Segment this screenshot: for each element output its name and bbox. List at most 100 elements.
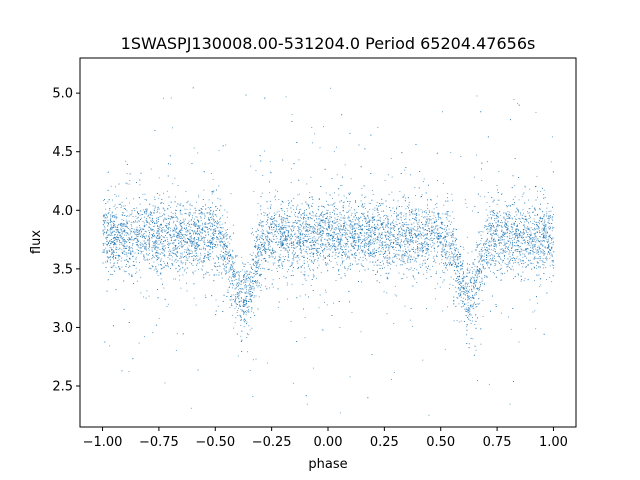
- data-point: [344, 217, 346, 219]
- data-point: [490, 270, 491, 272]
- data-point: [336, 232, 338, 234]
- data-point: [527, 236, 529, 237]
- data-point: [541, 228, 543, 230]
- data-point: [456, 259, 458, 261]
- data-point: [465, 203, 467, 204]
- data-point: [269, 287, 271, 289]
- data-point: [538, 240, 539, 242]
- data-point: [487, 242, 489, 244]
- data-point: [511, 217, 513, 219]
- data-point: [318, 229, 320, 231]
- data-point: [139, 262, 140, 263]
- data-point: [360, 263, 362, 265]
- data-point: [469, 314, 470, 315]
- data-point: [304, 223, 306, 225]
- data-point: [469, 269, 471, 271]
- data-point: [257, 247, 258, 249]
- data-point: [104, 227, 106, 229]
- data-point: [512, 227, 514, 228]
- data-point: [335, 254, 337, 256]
- data-point: [334, 243, 335, 245]
- data-point: [527, 244, 529, 246]
- data-point: [363, 212, 365, 214]
- data-point: [392, 257, 394, 258]
- data-point: [369, 243, 371, 245]
- data-point: [442, 238, 444, 240]
- data-point: [161, 224, 162, 226]
- data-point: [497, 220, 499, 222]
- data-point: [475, 349, 477, 351]
- data-point: [106, 261, 108, 263]
- data-point: [543, 229, 544, 230]
- data-point: [470, 297, 472, 298]
- data-point: [298, 213, 300, 215]
- data-point: [321, 244, 323, 246]
- data-point: [485, 241, 487, 242]
- data-point: [351, 244, 352, 246]
- data-point: [487, 264, 488, 266]
- data-point: [444, 231, 446, 233]
- data-point: [326, 249, 328, 251]
- data-point: [106, 222, 108, 224]
- data-point: [359, 226, 361, 227]
- data-point: [144, 336, 145, 338]
- data-point: [440, 237, 441, 239]
- data-point: [134, 229, 136, 231]
- data-point: [321, 229, 323, 231]
- data-point: [282, 235, 283, 237]
- data-point: [419, 231, 421, 233]
- data-point: [173, 228, 175, 229]
- data-point: [410, 231, 412, 233]
- data-point: [264, 234, 266, 236]
- data-point: [486, 226, 488, 227]
- data-point: [181, 243, 183, 245]
- data-point: [386, 313, 388, 315]
- data-point: [536, 240, 538, 242]
- data-point: [292, 262, 294, 264]
- data-point: [539, 258, 541, 260]
- data-point: [335, 227, 337, 229]
- data-point: [253, 191, 255, 193]
- data-point: [264, 237, 266, 239]
- data-point: [316, 231, 318, 232]
- data-point: [255, 236, 257, 238]
- data-point: [322, 214, 324, 216]
- data-point: [351, 245, 353, 247]
- data-point: [223, 244, 225, 246]
- data-point: [529, 252, 531, 253]
- data-point: [215, 241, 217, 243]
- data-point: [256, 285, 258, 287]
- data-point: [335, 280, 337, 281]
- data-point: [432, 265, 434, 267]
- data-point: [185, 264, 187, 266]
- data-point: [537, 238, 539, 240]
- data-point: [473, 269, 475, 271]
- data-point: [253, 312, 254, 314]
- data-point: [173, 278, 175, 280]
- data-point: [229, 237, 231, 239]
- data-point: [160, 264, 161, 265]
- data-point: [160, 278, 162, 280]
- data-point: [240, 287, 242, 289]
- data-point: [189, 203, 191, 205]
- data-point: [136, 228, 138, 230]
- data-point: [498, 269, 500, 271]
- data-point: [450, 245, 451, 246]
- data-point: [255, 247, 257, 249]
- data-point: [121, 205, 122, 207]
- data-point: [487, 192, 489, 193]
- data-point: [494, 230, 496, 232]
- data-point: [378, 229, 380, 231]
- data-point: [404, 243, 405, 245]
- data-point: [110, 185, 112, 187]
- data-point: [379, 232, 381, 234]
- data-point: [305, 222, 307, 224]
- data-point: [220, 258, 222, 260]
- data-point: [167, 243, 169, 245]
- data-point: [170, 211, 172, 213]
- data-point: [183, 223, 185, 225]
- data-point: [186, 282, 187, 284]
- data-point: [252, 285, 254, 287]
- data-point: [508, 261, 510, 263]
- data-point: [224, 209, 226, 211]
